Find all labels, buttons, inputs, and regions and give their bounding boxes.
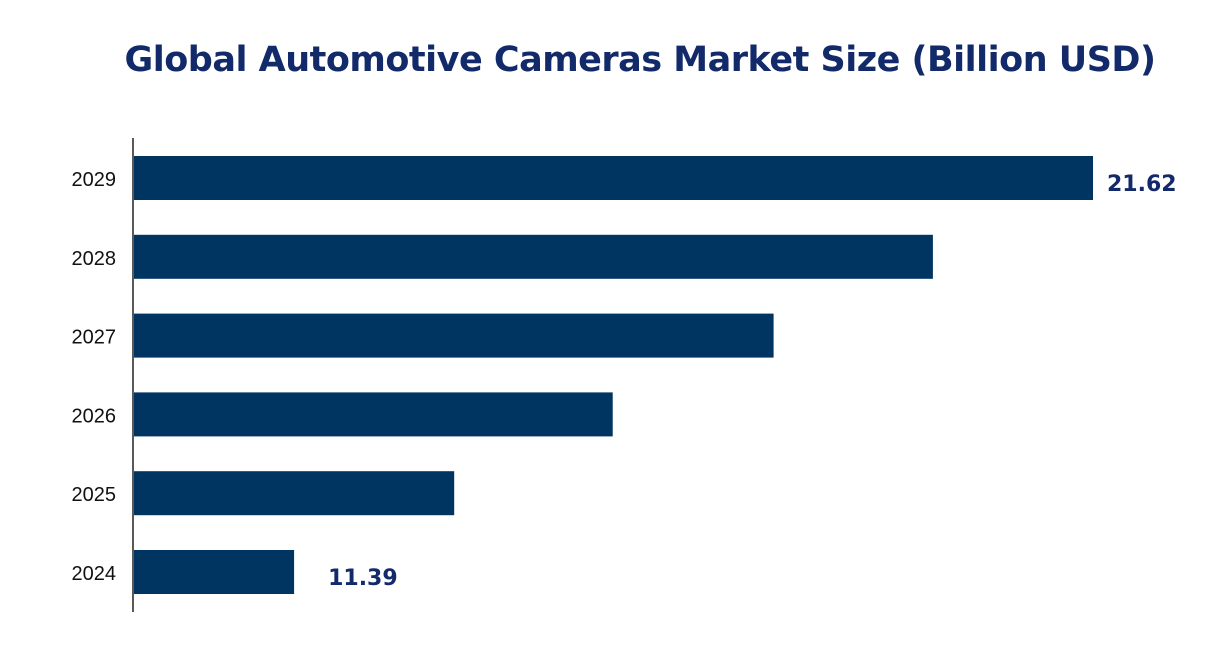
- bar-2025: [134, 471, 455, 516]
- y-tick-label-2025: 2025: [72, 484, 117, 506]
- y-tick-label-2028: 2028: [72, 248, 117, 270]
- data-label-2029: 21.62: [1107, 172, 1177, 197]
- y-tick-label-2029: 2029: [72, 169, 117, 191]
- y-tick-label-2024: 2024: [72, 563, 117, 585]
- y-tick-label-2026: 2026: [72, 405, 117, 427]
- bar-2029: [134, 156, 1093, 200]
- bar-2024: [134, 550, 295, 594]
- y-tick-label-2027: 2027: [72, 327, 117, 349]
- bar-2028: [134, 234, 933, 279]
- chart-title: Global Automotive Cameras Market Size (B…: [124, 40, 1156, 80]
- data-label-2024: 11.39: [328, 566, 398, 591]
- bar-2027: [134, 313, 774, 358]
- bar-2026: [134, 392, 613, 437]
